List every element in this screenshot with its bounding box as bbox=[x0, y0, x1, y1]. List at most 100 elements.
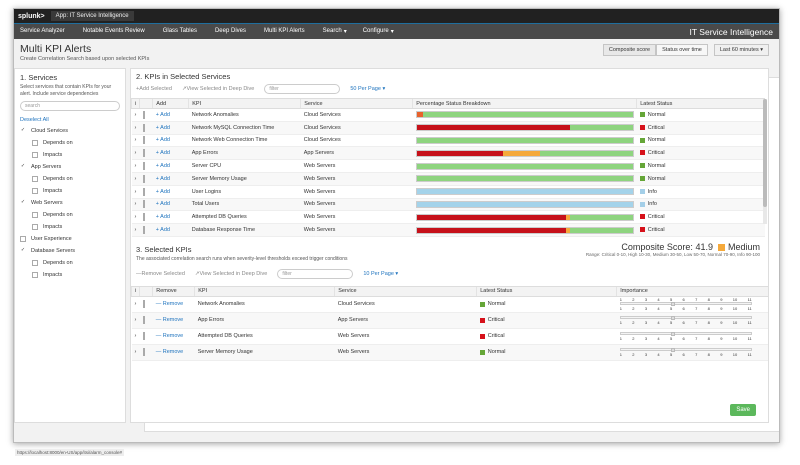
importance-tick[interactable]: 6 bbox=[682, 306, 685, 312]
importance-tick[interactable]: 1 bbox=[619, 306, 622, 312]
row-checkbox[interactable] bbox=[142, 162, 145, 171]
nav-item-multi-kpi-alerts[interactable]: Multi KPI Alerts bbox=[263, 28, 305, 34]
service-dependency-item[interactable]: Impacts bbox=[32, 150, 120, 159]
selected-column-header[interactable]: Service bbox=[334, 285, 477, 297]
importance-tick[interactable]: 8 bbox=[707, 319, 710, 325]
service-checkbox[interactable]: ✓ bbox=[20, 162, 26, 170]
kpi-per-page[interactable]: 50 Per Page ▾ bbox=[350, 86, 385, 92]
importance-tick[interactable]: 8 bbox=[707, 351, 710, 357]
importance-tick[interactable]: 5 bbox=[669, 351, 673, 357]
expand-chevron-icon[interactable]: › bbox=[131, 134, 140, 148]
importance-slider[interactable] bbox=[619, 331, 752, 336]
dependency-checkbox[interactable] bbox=[32, 139, 38, 146]
add-selected-button[interactable]: +Add Selected bbox=[136, 86, 172, 92]
add-kpi-link[interactable]: + Add bbox=[152, 223, 189, 237]
add-kpi-link[interactable]: + Add bbox=[152, 108, 189, 122]
importance-tick[interactable]: 2 bbox=[632, 306, 635, 312]
importance-tick[interactable]: 4 bbox=[657, 335, 660, 341]
remove-kpi-link[interactable]: — Remove bbox=[152, 312, 195, 329]
importance-tick[interactable]: 7 bbox=[695, 297, 698, 303]
kpi-column-header[interactable]: KPI bbox=[188, 98, 301, 109]
expand-chevron-icon[interactable]: › bbox=[131, 296, 140, 313]
importance-tick[interactable]: 6 bbox=[682, 335, 685, 341]
importance-tick[interactable]: 11 bbox=[747, 319, 752, 325]
dependency-checkbox[interactable] bbox=[32, 187, 38, 194]
expand-chevron-icon[interactable]: › bbox=[131, 172, 140, 186]
importance-tick[interactable]: 5 bbox=[669, 335, 673, 341]
importance-tick[interactable]: 4 bbox=[657, 319, 660, 325]
table-row[interactable]: › + Add Database Response Time Web Servers C… bbox=[131, 223, 765, 237]
selected-column-header[interactable]: Importance bbox=[616, 285, 768, 297]
importance-handle[interactable] bbox=[670, 302, 675, 307]
add-kpi-link[interactable]: + Add bbox=[152, 159, 189, 173]
table-row[interactable]: › + Add Total Users Web Servers Info bbox=[131, 198, 765, 212]
importance-handle[interactable] bbox=[670, 315, 675, 320]
importance-tick[interactable]: 8 bbox=[707, 297, 710, 303]
importance-tick[interactable]: 11 bbox=[747, 351, 752, 357]
table-row[interactable]: › + Add Network Anomalies Cloud Services Nor… bbox=[131, 108, 765, 122]
kpi-scrollbar[interactable] bbox=[763, 99, 767, 224]
importance-tick[interactable]: 7 bbox=[695, 351, 698, 357]
services-search-input[interactable]: search bbox=[20, 101, 120, 111]
importance-tick[interactable]: 5 bbox=[669, 319, 673, 325]
importance-tick[interactable]: 9 bbox=[720, 351, 723, 357]
composite-score-button[interactable]: Composite score bbox=[602, 44, 657, 56]
remove-kpi-link[interactable]: — Remove bbox=[152, 296, 195, 313]
importance-tick[interactable]: 3 bbox=[644, 335, 648, 341]
importance-tick[interactable]: 10 bbox=[732, 319, 738, 325]
dependency-checkbox[interactable] bbox=[32, 175, 38, 182]
status-over-time-button[interactable]: Status over time bbox=[656, 44, 708, 56]
dependency-checkbox[interactable] bbox=[32, 211, 38, 218]
importance-handle[interactable] bbox=[670, 347, 675, 352]
remove-selected-button[interactable]: —Remove Selected bbox=[136, 270, 185, 277]
importance-tick[interactable]: 4 bbox=[657, 351, 660, 357]
dependency-checkbox[interactable] bbox=[32, 223, 38, 230]
importance-tick[interactable]: 10 bbox=[732, 297, 738, 303]
app-selector[interactable]: App: IT Service Intelligence bbox=[50, 11, 134, 21]
importance-tick[interactable]: 6 bbox=[682, 351, 685, 357]
row-checkbox[interactable] bbox=[142, 174, 145, 183]
importance-tick[interactable]: 11 bbox=[747, 297, 752, 303]
expand-chevron-icon[interactable]: › bbox=[131, 108, 140, 122]
add-kpi-link[interactable]: + Add bbox=[152, 198, 189, 212]
service-checkbox[interactable]: ✓ bbox=[20, 198, 26, 206]
importance-tick[interactable]: 10 bbox=[732, 306, 738, 312]
importance-tick[interactable]: 8 bbox=[707, 306, 710, 312]
selected-column-header[interactable]: Latest Status bbox=[476, 285, 617, 297]
selected-filter-input[interactable]: filter bbox=[277, 268, 354, 279]
importance-tick[interactable]: 3 bbox=[644, 351, 648, 357]
service-dependency-item[interactable]: Depends on bbox=[32, 258, 120, 267]
dependency-checkbox[interactable] bbox=[32, 271, 38, 278]
service-item[interactable]: User Experience bbox=[20, 234, 120, 243]
importance-tick[interactable]: 6 bbox=[682, 319, 685, 325]
row-checkbox[interactable] bbox=[142, 149, 145, 158]
service-dependency-item[interactable]: Depends on bbox=[32, 138, 120, 147]
importance-slider[interactable] bbox=[619, 315, 752, 320]
table-row[interactable]: › + Add User Logins Web Servers Info bbox=[131, 185, 765, 199]
row-checkbox[interactable] bbox=[142, 187, 145, 196]
table-row[interactable]: › — Remove Network Anomalies Cloud Services… bbox=[131, 296, 768, 313]
add-kpi-link[interactable]: + Add bbox=[152, 146, 189, 161]
table-row[interactable]: › + Add Network MySQL Connection Time Cloud… bbox=[131, 121, 765, 135]
nav-item-configure[interactable]: Configure bbox=[362, 28, 389, 34]
importance-slider[interactable] bbox=[619, 347, 752, 352]
importance-tick[interactable]: 3 bbox=[644, 306, 648, 312]
nav-item-notable-events-review[interactable]: Notable Events Review bbox=[82, 28, 145, 34]
service-dependency-item[interactable]: Impacts bbox=[32, 270, 120, 279]
row-checkbox[interactable] bbox=[142, 316, 145, 325]
service-dependency-item[interactable]: Impacts bbox=[32, 222, 120, 231]
add-kpi-link[interactable]: + Add bbox=[152, 185, 189, 199]
expand-chevron-icon[interactable]: › bbox=[131, 328, 140, 345]
expand-chevron-icon[interactable]: › bbox=[131, 159, 140, 173]
expand-chevron-icon[interactable]: › bbox=[131, 121, 140, 135]
nav-item-search[interactable]: Search bbox=[322, 28, 342, 34]
table-row[interactable]: › + Add Attempted DB Queries Web Servers Cri… bbox=[131, 210, 765, 225]
importance-tick[interactable]: 2 bbox=[632, 351, 635, 357]
row-checkbox[interactable] bbox=[142, 226, 145, 235]
deselect-all-link[interactable]: Deselect All bbox=[20, 117, 49, 123]
importance-tick[interactable]: 11 bbox=[747, 306, 752, 312]
kpi-column-header[interactable]: Service bbox=[300, 98, 413, 109]
row-checkbox[interactable] bbox=[142, 348, 145, 357]
importance-tick[interactable]: 6 bbox=[682, 297, 685, 303]
table-row[interactable]: › + Add Server Memory Usage Web Servers Norm… bbox=[131, 172, 765, 186]
